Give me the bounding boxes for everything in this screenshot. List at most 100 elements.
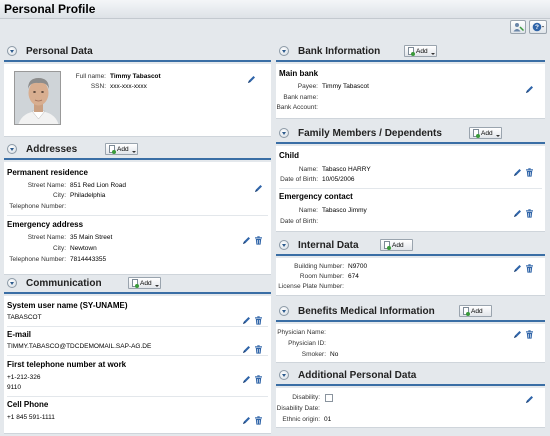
section-title: Addresses <box>26 144 78 155</box>
divider <box>4 158 271 160</box>
edit-icon[interactable] <box>513 330 522 339</box>
collapse-toggle-icon[interactable] <box>279 306 289 316</box>
dropdown-caret-icon <box>496 135 500 137</box>
edit-icon[interactable] <box>513 264 522 273</box>
edit-icon[interactable] <box>242 375 251 384</box>
divider <box>4 292 271 294</box>
add-document-icon <box>473 129 480 138</box>
addresses-panel: Permanent residence Street Name: 851 Red… <box>4 162 271 275</box>
delete-icon[interactable] <box>525 168 534 177</box>
field-label: Name: <box>298 166 318 173</box>
edit-icon[interactable] <box>247 75 256 84</box>
edit-icon[interactable] <box>242 316 251 325</box>
section-title: Additional Personal Data <box>298 370 417 381</box>
divider <box>276 384 545 386</box>
field-value: 7814443355 <box>70 256 107 263</box>
add-document-icon <box>408 47 415 56</box>
delete-icon[interactable] <box>525 264 534 273</box>
bank-panel: Main bank Payee: Timmy Tabascot Bank nam… <box>276 64 545 119</box>
collapse-toggle-icon[interactable] <box>7 144 17 154</box>
divider <box>4 60 271 62</box>
additional-personal-data-section: Additional Personal Data Disability: Dis… <box>276 368 545 428</box>
edit-icon[interactable] <box>254 184 263 193</box>
delete-icon[interactable] <box>254 316 263 325</box>
divider <box>276 320 545 322</box>
family-heading: Child <box>279 151 299 160</box>
edit-icon[interactable] <box>242 345 251 354</box>
dropdown-caret-icon <box>431 53 435 55</box>
divider <box>7 215 268 216</box>
field-label: Date of Birth: <box>280 218 318 225</box>
add-bank-button[interactable]: Add <box>404 45 437 57</box>
benefits-panel: Physician Name: Physician ID: Smoker: No <box>276 324 545 363</box>
help-button[interactable]: ? <box>529 20 547 34</box>
field-value: 35 Main Street <box>70 234 113 241</box>
delete-icon[interactable] <box>254 375 263 384</box>
field-label: Building Number: <box>294 263 344 270</box>
field-label: City: <box>53 192 66 199</box>
communication-heading: Cell Phone <box>7 400 49 409</box>
add-address-button[interactable]: Add <box>105 143 138 155</box>
delete-icon[interactable] <box>525 209 534 218</box>
help-icon: ? <box>532 22 545 32</box>
add-communication-button[interactable]: Add <box>128 277 161 289</box>
field-label: Name: <box>298 207 318 214</box>
edit-icon[interactable] <box>525 395 534 404</box>
edit-icon[interactable] <box>513 168 522 177</box>
collapse-toggle-icon[interactable] <box>7 46 17 56</box>
field-label: Disability Date: <box>276 405 320 412</box>
field-value: Philadelphia <box>70 192 106 199</box>
disability-checkbox[interactable] <box>325 394 333 402</box>
field-label: Bank name: <box>283 94 318 101</box>
page-header: Personal Profile <box>0 0 550 19</box>
field-label: Telephone Number: <box>9 256 66 263</box>
divider <box>276 60 545 62</box>
delete-icon[interactable] <box>254 416 263 425</box>
section-title: Benefits Medical Information <box>298 306 435 317</box>
add-internal-data-button[interactable]: Add <box>380 239 413 251</box>
delete-icon[interactable] <box>525 330 534 339</box>
field-label: Smoker: <box>301 351 326 358</box>
personalize-button[interactable] <box>510 20 526 34</box>
collapse-toggle-icon[interactable] <box>279 46 289 56</box>
internal-data-panel: Building Number: N9700 Room Number: 674 … <box>276 258 545 296</box>
delete-icon[interactable] <box>254 345 263 354</box>
communication-value: 9110 <box>7 384 21 391</box>
divider <box>7 355 268 356</box>
field-label: Street Name: <box>27 182 66 189</box>
address-heading: Permanent residence <box>7 168 88 177</box>
field-value: 01 <box>324 416 332 423</box>
personal-data-panel: Full name: Timmy Tabascot SSN: xxx-xxx-x… <box>4 64 271 137</box>
field-value: Newtown <box>70 245 97 252</box>
section-title: Bank Information <box>298 46 381 57</box>
divider <box>279 188 542 189</box>
field-label: Disability: <box>292 394 320 401</box>
dropdown-caret-icon <box>155 285 159 287</box>
communication-section: Communication Add System user name (SY-U… <box>4 276 271 434</box>
collapse-toggle-icon[interactable] <box>279 128 289 138</box>
field-label: Room Number: <box>299 273 344 280</box>
collapse-toggle-icon[interactable] <box>279 370 289 380</box>
add-benefits-button[interactable]: Add <box>459 305 492 317</box>
collapse-toggle-icon[interactable] <box>7 278 17 288</box>
add-family-member-button[interactable]: Add <box>469 127 502 139</box>
section-title: Internal Data <box>298 240 359 251</box>
edit-icon[interactable] <box>513 209 522 218</box>
edit-icon[interactable] <box>525 85 534 94</box>
delete-icon[interactable] <box>254 236 263 245</box>
field-label: City: <box>53 245 66 252</box>
field-label: SSN: <box>90 83 106 90</box>
svg-text:?: ? <box>535 24 539 31</box>
add-document-icon <box>384 241 391 250</box>
address-heading: Emergency address <box>7 220 84 229</box>
addresses-section: Addresses Add Permanent residence Street… <box>4 142 271 275</box>
edit-icon[interactable] <box>242 236 251 245</box>
divider <box>276 142 545 144</box>
section-title: Personal Data <box>26 46 93 57</box>
field-label: Full name: <box>75 73 106 80</box>
field-value: Timmy Tabascot <box>110 73 161 80</box>
collapse-toggle-icon[interactable] <box>279 240 289 250</box>
person-settings-icon <box>513 22 524 32</box>
communication-heading: System user name (SY-UNAME) <box>7 301 128 310</box>
edit-icon[interactable] <box>242 416 251 425</box>
